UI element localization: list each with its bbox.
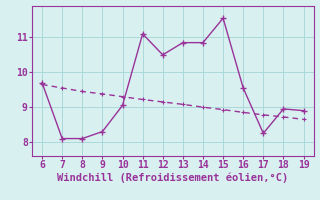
X-axis label: Windchill (Refroidissement éolien,°C): Windchill (Refroidissement éolien,°C) [57,173,288,183]
